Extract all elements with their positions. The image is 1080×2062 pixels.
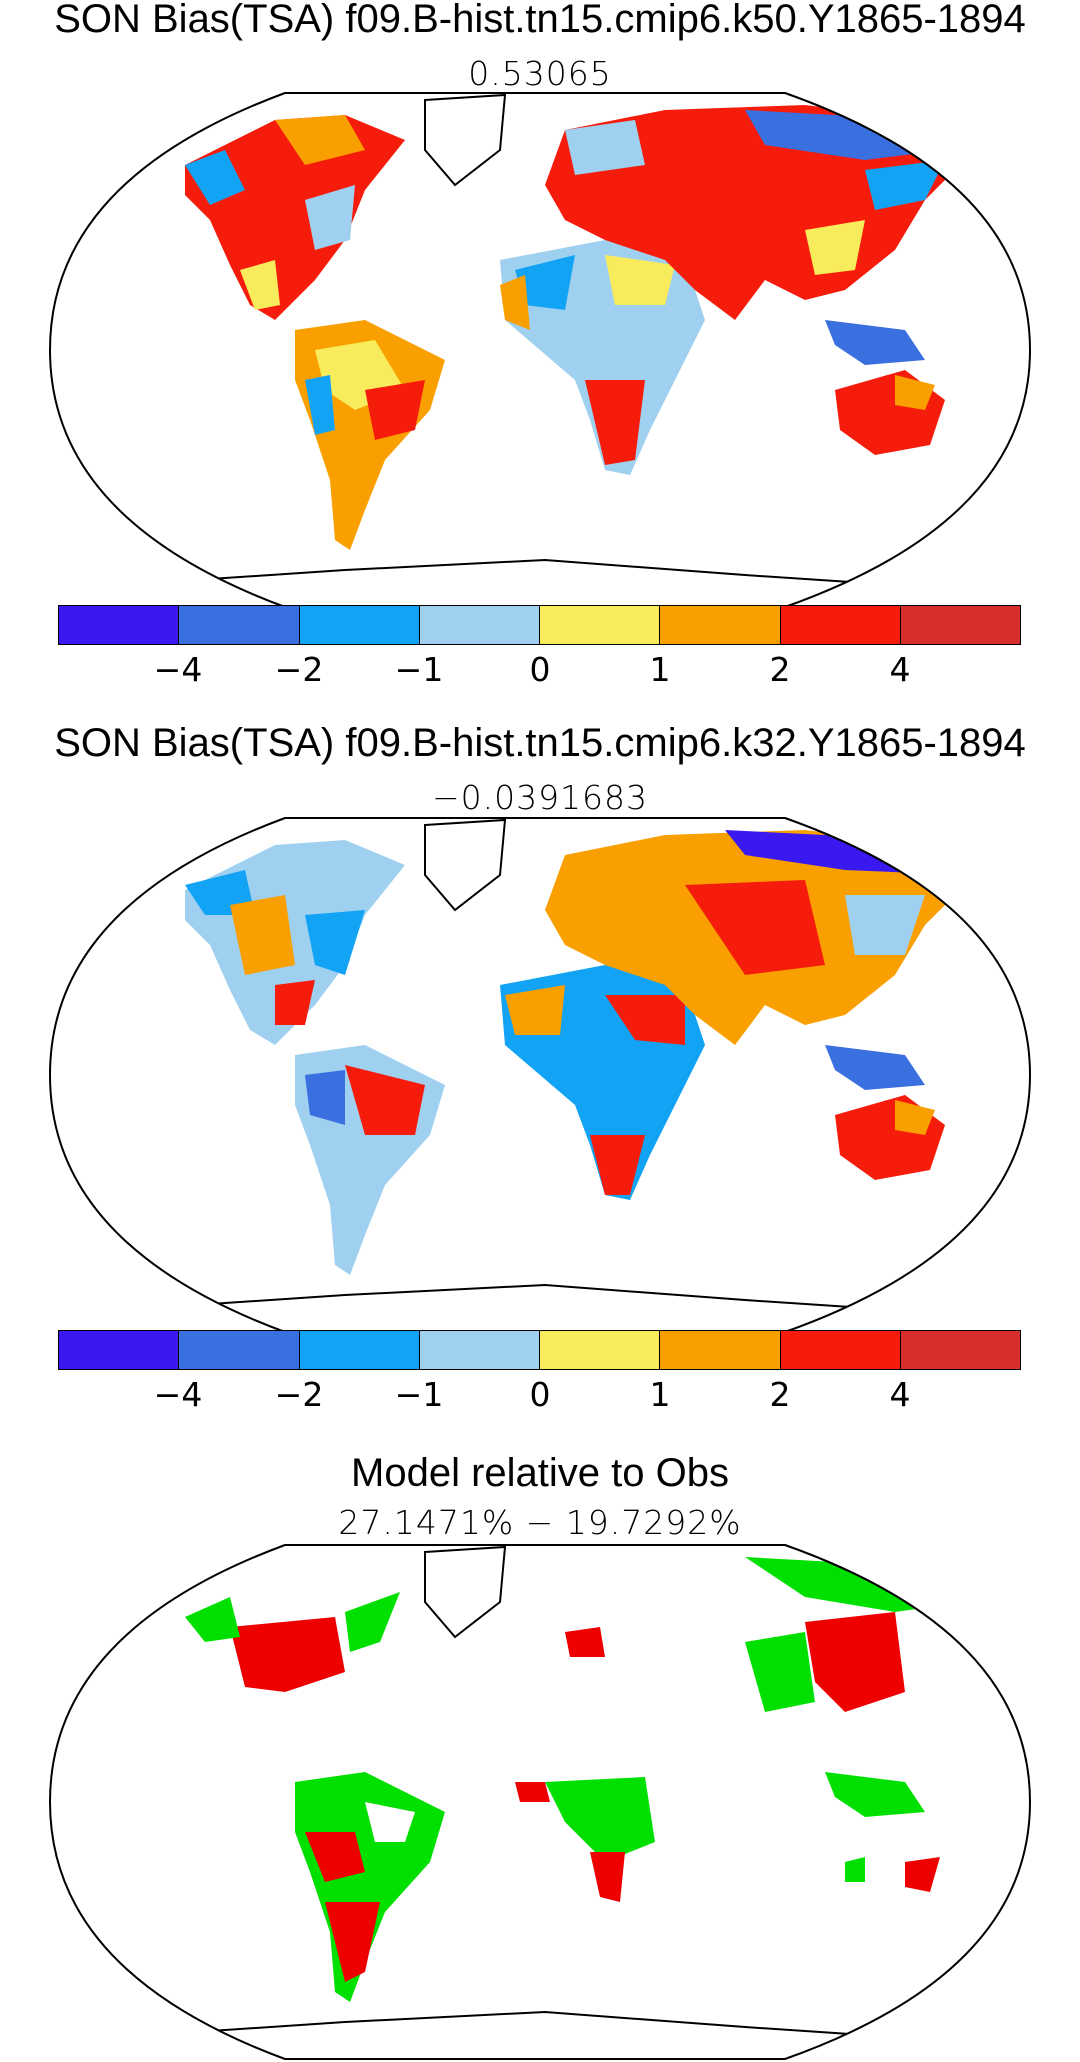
panel3-percentages: 27.1471% − 19.7292%	[338, 1503, 742, 1542]
colorbar-swatch	[179, 1331, 300, 1369]
colorbar-tick: 0	[529, 650, 551, 689]
colorbar-swatch	[660, 606, 781, 644]
colorbar-swatch	[59, 1331, 180, 1369]
colorbar-swatch	[780, 606, 901, 644]
colorbar-tick: 4	[889, 1375, 911, 1414]
panel2-map	[48, 817, 1032, 1333]
colorbar-swatch	[540, 1331, 661, 1369]
panel1-map	[48, 92, 1032, 608]
panel1-title: SON Bias(TSA) f09.B-hist.tn15.cmip6.k50.…	[54, 0, 1026, 41]
colorbar-swatch	[59, 606, 180, 644]
colorbar-swatch	[780, 1331, 901, 1369]
colorbar-swatch	[540, 606, 661, 644]
colorbar-tick: −2	[274, 650, 324, 689]
panel1-global-mean: 0.53065	[468, 54, 612, 93]
panel2-colorbar	[58, 1330, 1021, 1370]
colorbar-swatch	[900, 606, 1020, 644]
australia-region	[835, 1095, 945, 1180]
colorbar-swatch	[900, 1331, 1020, 1369]
colorbar-tick: 0	[529, 1375, 551, 1414]
panel3-title: Model relative to Obs	[351, 1451, 729, 1495]
australia-region	[835, 370, 945, 455]
panel2-title: SON Bias(TSA) f09.B-hist.tn15.cmip6.k32.…	[54, 721, 1026, 765]
colorbar-tick: −4	[153, 1375, 203, 1414]
colorbar-tick: −4	[153, 650, 203, 689]
colorbar-swatch	[179, 606, 300, 644]
colorbar-swatch	[299, 1331, 420, 1369]
colorbar-tick: 4	[889, 650, 911, 689]
north-america-region	[185, 115, 405, 320]
colorbar-tick: 1	[649, 1375, 671, 1414]
colorbar-swatch	[299, 606, 420, 644]
colorbar-swatch	[660, 1331, 781, 1369]
colorbar-tick: 2	[769, 650, 791, 689]
colorbar-tick: 2	[769, 1375, 791, 1414]
colorbar-tick: 1	[649, 650, 671, 689]
panel3-map	[48, 1544, 1032, 2060]
colorbar-tick: −1	[394, 1375, 444, 1414]
colorbar-swatch	[419, 606, 540, 644]
colorbar-tick: −2	[274, 1375, 324, 1414]
panel2-global-mean: −0.0391683	[431, 778, 649, 817]
colorbar-swatch	[419, 1331, 540, 1369]
panel1-colorbar	[58, 605, 1021, 645]
colorbar-tick: −1	[394, 650, 444, 689]
